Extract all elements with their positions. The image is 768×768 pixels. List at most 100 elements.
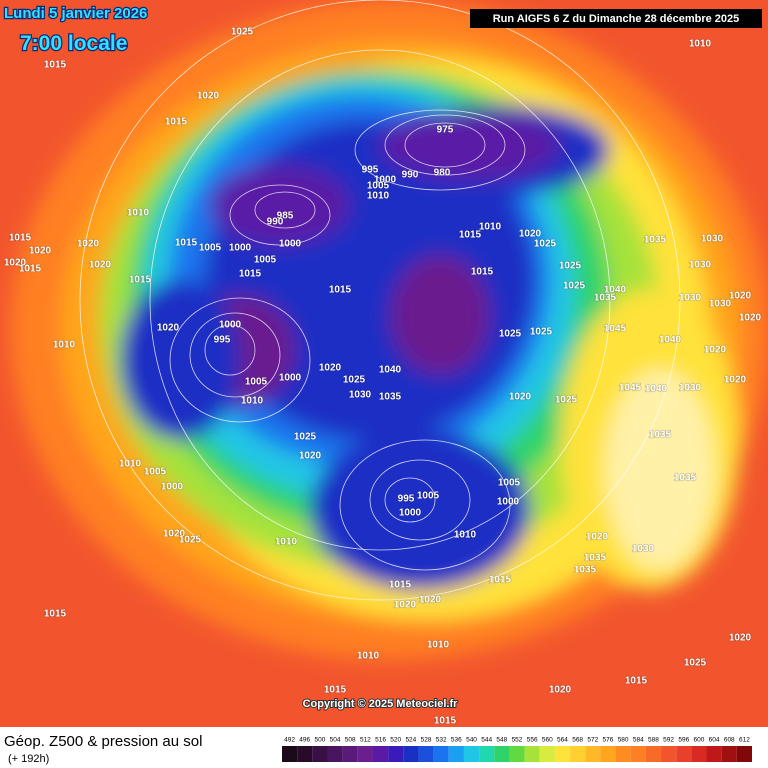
colorbar-label: 516 (375, 737, 386, 744)
colorbar-swatch (388, 746, 404, 762)
colorbar-label: 612 (739, 737, 750, 744)
lead-time: (+ 192h) (8, 753, 49, 765)
isobar-label: 1030 (709, 299, 732, 310)
isobar-label: 1020 (197, 91, 220, 102)
isobar-label: 1045 (619, 383, 642, 394)
isobar-label: 1020 (419, 595, 442, 606)
isobar-label: 1015 (19, 264, 42, 275)
isobar-label: 1000 (161, 482, 184, 493)
colorbar-label: 584 (633, 737, 644, 744)
colorbar-label: 588 (648, 737, 659, 744)
isobar-label: 1035 (379, 392, 402, 403)
isobar-label: 1030 (632, 544, 655, 555)
isobar-label: 1010 (127, 208, 150, 219)
isobar-label: 1015 (239, 269, 262, 280)
colorbar-label: 600 (694, 737, 705, 744)
isobar-label: 1020 (157, 323, 180, 334)
isobar-label: 1010 (275, 537, 298, 548)
isobar-label: 990 (402, 170, 419, 181)
isobar-label: 1020 (299, 451, 322, 462)
isobar-label: 1000 (279, 373, 302, 384)
colorbar-label: 508 (345, 737, 356, 744)
valid-time: 7:00 locale (20, 32, 127, 55)
isobar-label: 1015 (434, 716, 457, 727)
geopotential-field (10, 0, 768, 660)
isobar-label: 1015 (44, 60, 67, 71)
colorbar-label: 568 (572, 737, 583, 744)
colorbar-label: 504 (330, 737, 341, 744)
isobar-label: 1025 (563, 281, 586, 292)
isobar-label: 1020 (4, 258, 27, 269)
isobar-label: 1040 (659, 335, 682, 346)
isobar-label: 1035 (674, 473, 697, 484)
colorbar-label: 532 (436, 737, 447, 744)
isobar-label: 1020 (724, 375, 747, 386)
isobar-label: 1020 (729, 291, 752, 302)
colorbar-label: 572 (587, 737, 598, 744)
colorbar-swatch (524, 746, 540, 762)
colorbar-label: 564 (557, 737, 568, 744)
isobar-label: 1005 (254, 255, 277, 266)
isobar-label: 1015 (129, 275, 152, 286)
isobar-label: 1030 (689, 260, 712, 271)
run-box (470, 9, 762, 28)
isobar-label: 1000 (279, 239, 302, 250)
isobar-label: 1015 (389, 580, 412, 591)
isobar-label: 1020 (77, 239, 100, 250)
isobar-label: 1020 (89, 260, 112, 271)
isobar-label: 1010 (357, 651, 380, 662)
isobar-label: 995 (398, 494, 415, 505)
isobar-label: 1025 (499, 329, 522, 340)
isobar-label: 1040 (645, 384, 668, 395)
isobar-label: 1025 (559, 261, 582, 272)
isobar-label: 1005 (367, 181, 390, 192)
colorbar-label: 520 (390, 737, 401, 744)
isobar-label: 1015 (324, 685, 347, 696)
colorbar-swatch (600, 746, 616, 762)
isobar-label: 1010 (479, 222, 502, 233)
isobar-label: 1020 (704, 345, 727, 356)
colorbar-swatch (676, 746, 692, 762)
colorbar-label: 500 (314, 737, 325, 744)
isobar-label: 995 (362, 165, 379, 176)
isobar-label: 1025 (343, 375, 366, 386)
isobar-label: 1035 (584, 553, 607, 564)
colorbar-swatch (282, 746, 298, 762)
colorbar-swatch (448, 746, 464, 762)
colorbar-label: 544 (481, 737, 492, 744)
isobar-label: 1015 (489, 575, 512, 586)
colorbar-label: 552 (512, 737, 523, 744)
isobar-label: 1010 (454, 530, 477, 541)
colorbar-label: 608 (724, 737, 735, 744)
isobar-label: 1035 (574, 565, 597, 576)
colorbar-swatch (570, 746, 586, 762)
isobar-label: 1015 (329, 285, 352, 296)
isobar-label: 1005 (245, 377, 268, 388)
colorbar-swatch (463, 746, 480, 762)
colorbar: 492 496 500 504 508 512 516 520 524 528 532 536 540 5… (282, 737, 752, 762)
isobar-label: 1030 (679, 293, 702, 304)
colorbar-swatch (615, 746, 631, 762)
isobar-label: 1025 (555, 395, 578, 406)
isobar-label: 1025 (231, 27, 254, 38)
colorbar-label: 524 (405, 737, 416, 744)
isobar-label: 1025 (684, 658, 707, 669)
isobar-label: 1045 (604, 324, 627, 335)
run-info: Run AIGFS 6 Z du Dimanche 28 décembre 20… (493, 13, 740, 25)
isobars (79, 0, 681, 601)
colorbar-swatch (403, 746, 419, 762)
colorbar-swatch (509, 746, 525, 762)
isobar-label: 1015 (625, 676, 648, 687)
colorbar-swatch (327, 746, 343, 762)
isobar-label: 980 (434, 168, 451, 179)
isobar-label: 1025 (294, 432, 317, 443)
colorbar-label: 592 (663, 737, 674, 744)
isobar-label: 1030 (349, 390, 372, 401)
colorbar-swatch (661, 746, 677, 762)
colorbar-label: 560 (542, 737, 553, 744)
isobar-label: 1010 (53, 340, 76, 351)
colorbar-swatch (691, 746, 707, 762)
colorbar-label: 604 (709, 737, 720, 744)
isobar-label: 1015 (44, 609, 67, 620)
colorbar-label: 512 (360, 737, 371, 744)
